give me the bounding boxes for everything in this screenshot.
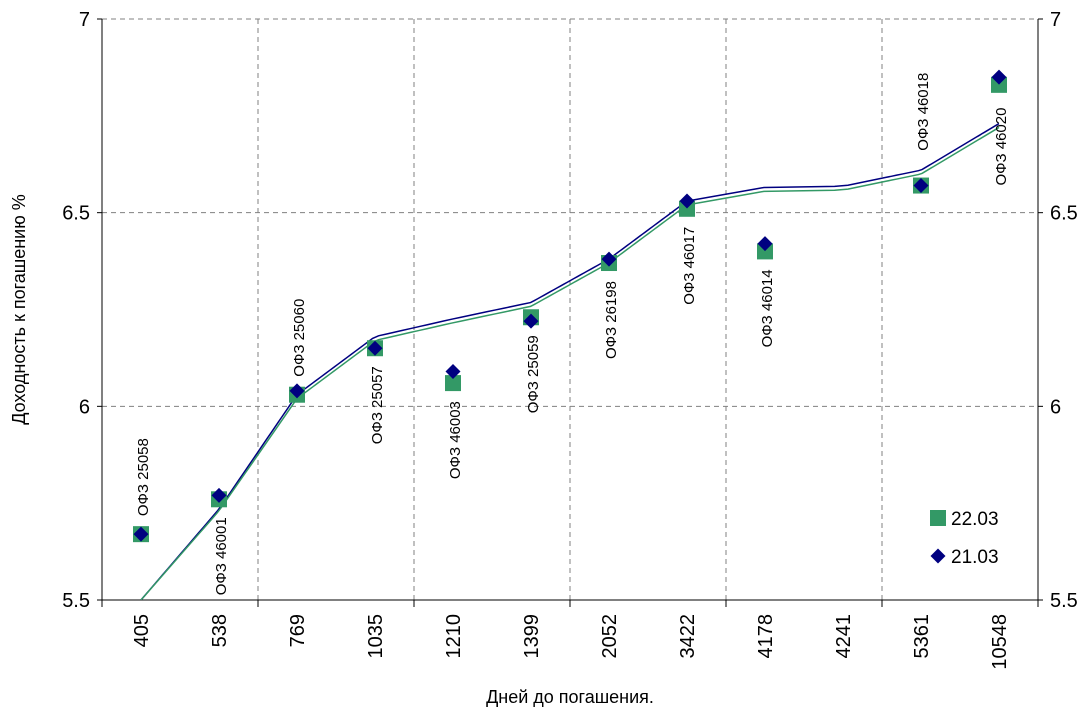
y-tick-label-right: 5.5 <box>1050 590 1078 612</box>
legend-label: 21.03 <box>951 547 999 568</box>
data-point-22-03 <box>757 243 773 260</box>
x-tick-label: 5361 <box>911 614 933 659</box>
legend-marker-22-03 <box>930 510 946 526</box>
y-axis-title: Доходность к погашению % <box>9 194 29 424</box>
data-point-21-03 <box>211 487 227 503</box>
bond-annotation: ОФЗ 25059 <box>525 335 542 413</box>
bond-annotation: ОФЗ 46014 <box>759 269 776 347</box>
data-point-21-03 <box>757 236 773 252</box>
bond-annotation: ОФЗ 25060 <box>291 299 308 377</box>
y-tick-label-left: 6.5 <box>62 203 90 225</box>
bond-annotation: ОФЗ 46003 <box>447 401 464 479</box>
data-point-21-03 <box>133 526 149 542</box>
bond-annotation: ОФЗ 25057 <box>369 366 386 444</box>
data-point-22-03 <box>991 76 1007 93</box>
x-tick-label: 10548 <box>989 614 1011 670</box>
bond-annotation: ОФЗ 46017 <box>681 227 698 305</box>
x-tick-label: 538 <box>209 614 231 647</box>
x-axis-title: Дней до погашения. <box>486 687 654 707</box>
x-tick-label: 769 <box>287 614 309 647</box>
x-tick-label: 2052 <box>599 614 621 659</box>
bond-annotation: ОФЗ 46018 <box>915 73 932 151</box>
x-tick-label: 3422 <box>677 614 699 659</box>
legend-marker-21-03 <box>930 548 946 564</box>
x-tick-label: 4241 <box>833 614 855 659</box>
x-tick-label: 4178 <box>755 614 777 659</box>
data-point-21-03 <box>913 178 929 194</box>
x-tick-label: 405 <box>131 614 153 647</box>
x-tick-label: 1035 <box>365 614 387 659</box>
data-point-21-03 <box>523 313 539 329</box>
y-tick-label-right: 7 <box>1050 9 1061 31</box>
data-point-22-03 <box>445 375 461 392</box>
data-point-22-03 <box>679 200 695 217</box>
data-point-21-03 <box>445 363 461 379</box>
bond-annotation: ОФЗ 25058 <box>135 438 152 516</box>
data-point-21-03 <box>601 251 617 267</box>
data-point-21-03 <box>289 383 305 399</box>
y-tick-label-left: 6 <box>79 396 90 418</box>
x-tick-label: 1210 <box>443 614 465 659</box>
data-point-21-03 <box>367 340 383 356</box>
legend-label: 22.03 <box>951 509 999 530</box>
data-point-21-03 <box>991 69 1007 85</box>
y-tick-label-right: 6 <box>1050 396 1061 418</box>
data-point-21-03 <box>679 193 695 209</box>
bond-annotation: ОФЗ 26198 <box>603 281 620 359</box>
x-tick-label: 1399 <box>521 614 543 659</box>
y-tick-label-right: 6.5 <box>1050 203 1078 225</box>
y-tick-label-left: 7 <box>79 9 90 31</box>
bond-annotation: ОФЗ 46020 <box>993 108 1010 186</box>
y-tick-label-left: 5.5 <box>62 590 90 612</box>
bond-annotation: ОФЗ 46001 <box>213 517 230 595</box>
